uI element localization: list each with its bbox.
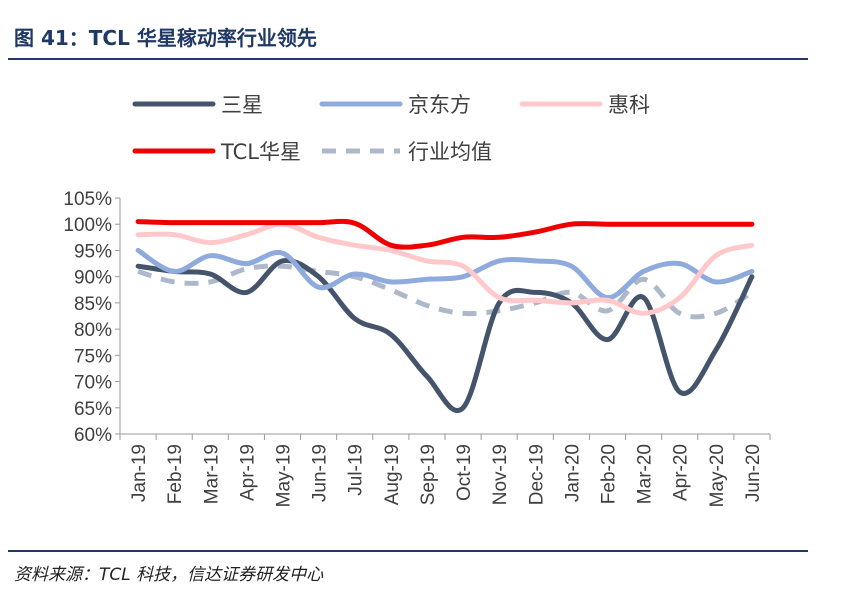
series-line: [135, 221, 755, 316]
y-tick-label: 65%: [74, 399, 112, 420]
legend-label: 惠科: [608, 93, 650, 117]
x-tick-label: Jul-19: [346, 444, 367, 496]
y-tick-label: 60%: [74, 425, 112, 446]
x-tick-label: Jun-19: [310, 444, 331, 502]
x-tick-label: Dec-19: [526, 444, 547, 505]
x-tick-label: Feb-20: [599, 444, 620, 504]
x-tick-label: Sep-19: [418, 444, 439, 505]
y-tick-label: 100%: [63, 215, 112, 236]
y-tick-label: 85%: [74, 294, 112, 315]
legend-label: 三星: [221, 93, 263, 117]
source-note: 资料来源：TCL 科技，信达证券研发中心: [14, 565, 324, 585]
plot-area: [135, 218, 755, 413]
legend-label: 京东方: [408, 93, 471, 117]
x-tick-label: Apr-20: [671, 444, 692, 501]
x-tick-label: Apr-19: [237, 444, 258, 501]
x-tick-label: Jun-20: [743, 444, 764, 502]
x-tick-label: Jan-19: [129, 444, 150, 502]
series-line: [135, 247, 755, 301]
x-tick-label: Mar-19: [201, 444, 222, 504]
x-axis: Jan-19 Feb-19 Mar-19 Apr-19 May-19 Jun-19 Jul-…: [119, 433, 771, 507]
figure-title: 图 41：TCL 华星稼动率行业领先: [14, 26, 317, 50]
series-line: [135, 218, 755, 250]
x-tick-label: Mar-20: [635, 444, 656, 504]
x-tick-label: May-19: [274, 444, 295, 507]
y-tick-label: 70%: [74, 373, 112, 394]
y-tick-label: 105%: [63, 189, 112, 210]
x-tick-label: Aug-19: [382, 444, 403, 505]
y-tick-label: 80%: [74, 320, 112, 341]
x-tick-label: Jan-20: [562, 444, 583, 502]
series-line: [135, 257, 755, 413]
bottom-rule: [8, 550, 808, 552]
series-line: [137, 263, 754, 320]
x-tick-label: Oct-19: [454, 444, 475, 501]
legend-label: TCL华星: [220, 140, 301, 164]
legend: 三星 京东方 惠科 TCL华星 行业均值: [132, 93, 650, 164]
top-rule: [8, 58, 808, 60]
x-tick-label: Feb-19: [165, 444, 186, 504]
x-tick-label: Nov-19: [490, 444, 511, 505]
y-axis: 105% 100% 95% 90% 85% 80% 75% 70% 65% 60%: [63, 189, 121, 446]
x-tick-label: May-20: [707, 444, 728, 507]
legend-label: 行业均值: [408, 140, 492, 164]
y-tick-label: 95%: [74, 241, 112, 262]
y-tick-label: 75%: [74, 346, 112, 367]
y-tick-label: 90%: [74, 268, 112, 289]
